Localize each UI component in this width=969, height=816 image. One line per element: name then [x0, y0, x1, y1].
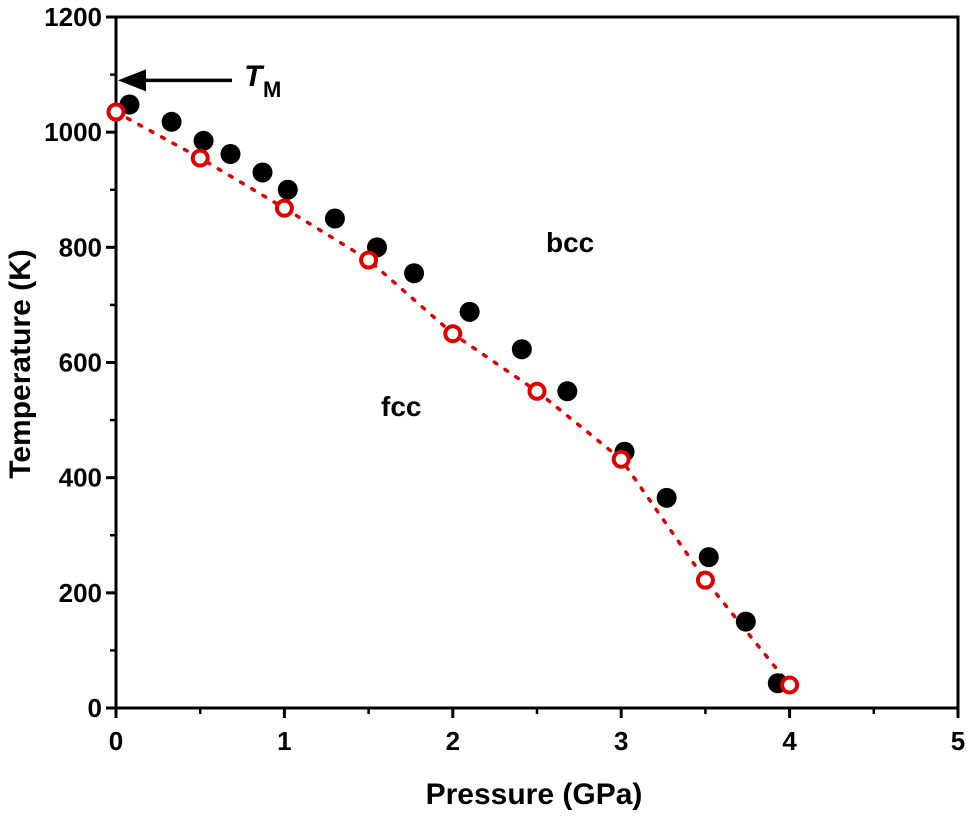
data-point-open — [443, 324, 463, 344]
data-series — [106, 94, 800, 695]
series-1 — [106, 102, 800, 695]
data-point-filled — [324, 208, 345, 229]
fit-line — [114, 110, 792, 687]
data-point-open — [695, 570, 715, 590]
y-tick-label: 400 — [59, 463, 102, 493]
data-point-open — [527, 381, 547, 401]
y-tick-label: 800 — [59, 232, 102, 262]
series-0 — [119, 94, 788, 694]
x-tick-label: 4 — [782, 726, 797, 756]
data-point-filled — [404, 263, 425, 284]
tm-annotation: T M — [118, 60, 281, 102]
tm-subscript: M — [263, 77, 281, 102]
y-axis: 0 200 400 600 800 1000 1200 — [44, 2, 116, 723]
data-point-open — [106, 102, 126, 122]
fit-line-path — [114, 110, 792, 687]
data-point-open — [274, 198, 294, 218]
region-label-fcc: fcc — [381, 391, 421, 422]
data-point-filled — [698, 547, 719, 568]
plot-border — [114, 15, 960, 710]
x-tick-label: 2 — [446, 726, 460, 756]
data-point-filled — [459, 301, 480, 322]
x-axis: 0 1 2 3 4 5 — [109, 708, 965, 756]
data-point-open — [780, 675, 800, 695]
data-point-filled — [557, 381, 578, 402]
y-tick-label: 1200 — [44, 2, 102, 32]
x-tick-label: 3 — [614, 726, 628, 756]
x-tick-label: 1 — [277, 726, 291, 756]
x-axis-title: Pressure (GPa) — [426, 778, 643, 811]
tm-arrow-head — [118, 69, 146, 92]
y-tick-label: 600 — [59, 348, 102, 378]
data-point-open — [611, 449, 631, 469]
data-point-filled — [161, 111, 182, 132]
data-point-open — [359, 250, 379, 270]
data-point-filled — [735, 611, 756, 632]
y-tick-label: 200 — [59, 578, 102, 608]
x-tick-label: 5 — [951, 726, 965, 756]
data-point-filled — [511, 339, 532, 360]
data-point-filled — [656, 487, 677, 508]
x-tick-label: 0 — [109, 726, 123, 756]
y-tick-label: 0 — [88, 693, 102, 723]
data-point-filled — [277, 179, 298, 200]
tm-label: T — [244, 60, 265, 93]
data-point-filled — [220, 144, 241, 165]
y-tick-label: 1000 — [44, 117, 102, 147]
plot-frame — [114, 15, 960, 710]
data-point-open — [190, 148, 210, 168]
data-point-filled — [252, 162, 273, 183]
region-label-bcc: bcc — [546, 227, 594, 258]
data-point-filled — [193, 130, 214, 151]
y-axis-title: Temperature (K) — [4, 249, 37, 478]
